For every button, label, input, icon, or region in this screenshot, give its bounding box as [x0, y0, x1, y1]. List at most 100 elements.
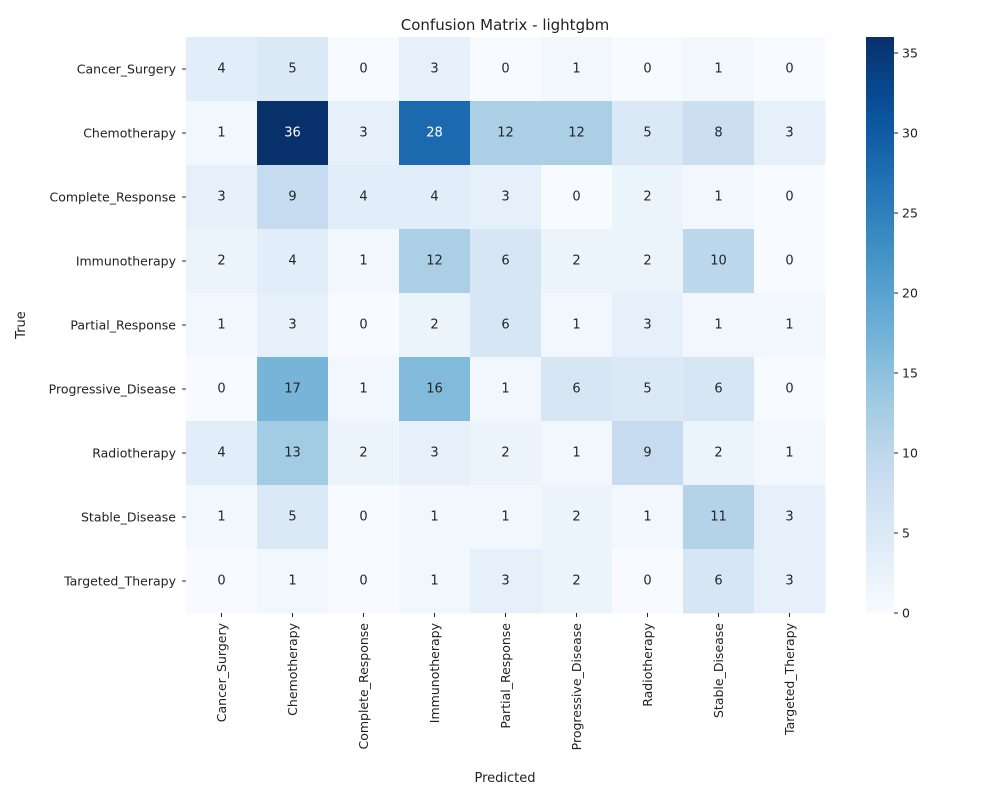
cell-value-label: 2: [643, 190, 651, 205]
x-tick-label: Complete_Response: [356, 623, 371, 750]
heatmap-cell: [754, 229, 826, 294]
heatmap-cell: [541, 101, 613, 166]
x-tick-label: Stable_Disease: [711, 623, 726, 718]
heatmap-cell: [257, 549, 329, 614]
cell-value-label: 9: [643, 446, 651, 461]
cell-value-label: 5: [288, 62, 296, 77]
cell-value-label: 6: [714, 382, 722, 397]
heatmap-cell: [683, 357, 755, 422]
cell-value-label: 2: [572, 510, 580, 525]
heatmap-cell: [683, 165, 755, 230]
cell-value-label: 1: [572, 62, 580, 77]
heatmap-cell: [470, 357, 542, 422]
cell-value-label: 2: [643, 254, 651, 269]
cell-value-label: 1: [572, 446, 580, 461]
heatmap-cell: [612, 357, 684, 422]
cell-value-label: 0: [217, 574, 225, 589]
cell-value-label: 6: [501, 318, 509, 333]
heatmap-cell: [612, 293, 684, 358]
heatmap-cell: [470, 229, 542, 294]
y-tick-label: Progressive_Disease: [49, 382, 177, 397]
heatmap-cell: [399, 549, 471, 614]
heatmap-cell: [257, 229, 329, 294]
heatmap-cell: [754, 421, 826, 486]
cell-value-label: 1: [501, 510, 509, 525]
cell-value-label: 2: [572, 574, 580, 589]
heatmap-cell: [186, 549, 258, 614]
x-tick-label: Progressive_Disease: [569, 623, 584, 751]
heatmap-cells: 4 5 0 3 0 1 0 1 01 36 3 28 12 12 5 8 33 9 4 4 3 0 2 1 02 4 1 12 6 2 2 1…: [186, 37, 826, 614]
heatmap-cell: [470, 293, 542, 358]
x-tick-label: Immunotherapy: [427, 622, 442, 723]
cell-value-label: 5: [288, 510, 296, 525]
cell-value-label: 1: [217, 318, 225, 333]
cell-value-label: 0: [785, 62, 793, 77]
cell-value-label: 8: [714, 126, 722, 141]
heatmap-cell: [186, 229, 258, 294]
cell-value-label: 3: [430, 446, 438, 461]
y-tick-label: Stable_Disease: [81, 510, 176, 525]
colorbar-gradient: [866, 37, 894, 613]
cell-value-label: 28: [426, 126, 443, 141]
heatmap-cell: [612, 549, 684, 614]
heatmap-cell: [399, 229, 471, 294]
heatmap-cell: [257, 293, 329, 358]
heatmap-cell: [328, 229, 400, 294]
y-tick-label: Radiotherapy: [92, 446, 176, 461]
heatmap-cell: [541, 229, 613, 294]
y-tick-label: Immunotherapy: [76, 254, 177, 269]
cell-value-label: 12: [497, 126, 514, 141]
heatmap-cell: [541, 357, 613, 422]
cell-value-label: 0: [572, 190, 580, 205]
y-tick-labels: Cancer_Surgery Chemotherapy Complete_Respo…: [49, 62, 186, 589]
heatmap-cell: [683, 37, 755, 102]
heatmap-cell: [257, 421, 329, 486]
heatmap-cell: [257, 37, 329, 102]
cell-value-label: 4: [430, 190, 438, 205]
heatmap-cell: [470, 549, 542, 614]
heatmap-cell: [186, 357, 258, 422]
colorbar-tick-label: 15: [902, 366, 918, 381]
y-tick-label: Targeted_Therapy: [63, 574, 177, 589]
heatmap-cell: [186, 37, 258, 102]
cell-value-label: 3: [217, 190, 225, 205]
heatmap-cell: [470, 101, 542, 166]
colorbar-tick-label: 5: [902, 526, 910, 541]
cell-value-label: 1: [714, 318, 722, 333]
heatmap-cell: [328, 549, 400, 614]
heatmap-cell: [186, 293, 258, 358]
colorbar-tick-label: 35: [902, 46, 918, 61]
heatmap-cell: [754, 165, 826, 230]
x-tick-labels: Cancer_Surgery Chemotherapy Complete_Respo…: [214, 613, 797, 750]
cell-value-label: 2: [217, 254, 225, 269]
heatmap-cell: [257, 485, 329, 550]
cell-value-label: 12: [568, 126, 585, 141]
cell-value-label: 1: [359, 382, 367, 397]
cell-value-label: 3: [288, 318, 296, 333]
cell-value-label: 3: [785, 574, 793, 589]
heatmap-cell: [612, 165, 684, 230]
cell-value-label: 1: [785, 446, 793, 461]
x-tick-label: Cancer_Surgery: [214, 622, 229, 722]
cell-value-label: 0: [359, 510, 367, 525]
heatmap-cell: [541, 421, 613, 486]
cell-value-label: 1: [217, 126, 225, 141]
cell-value-label: 11: [710, 510, 727, 525]
cell-value-label: 1: [430, 574, 438, 589]
cell-value-label: 1: [714, 62, 722, 77]
heatmap-cell: [470, 165, 542, 230]
x-tick-label: Targeted_Therapy: [782, 622, 797, 736]
heatmap-cell: [328, 101, 400, 166]
colorbar-tick-label: 25: [902, 206, 918, 221]
heatmap-cell: [399, 37, 471, 102]
heatmap-cell: [541, 37, 613, 102]
cell-value-label: 2: [359, 446, 367, 461]
heatmap-cell: [612, 101, 684, 166]
cell-value-label: 9: [288, 190, 296, 205]
x-tick-label: Chemotherapy: [285, 622, 300, 715]
cell-value-label: 3: [785, 510, 793, 525]
cell-value-label: 0: [785, 254, 793, 269]
heatmap-cell: [470, 421, 542, 486]
heatmap-cell: [754, 101, 826, 166]
heatmap-cell: [612, 485, 684, 550]
